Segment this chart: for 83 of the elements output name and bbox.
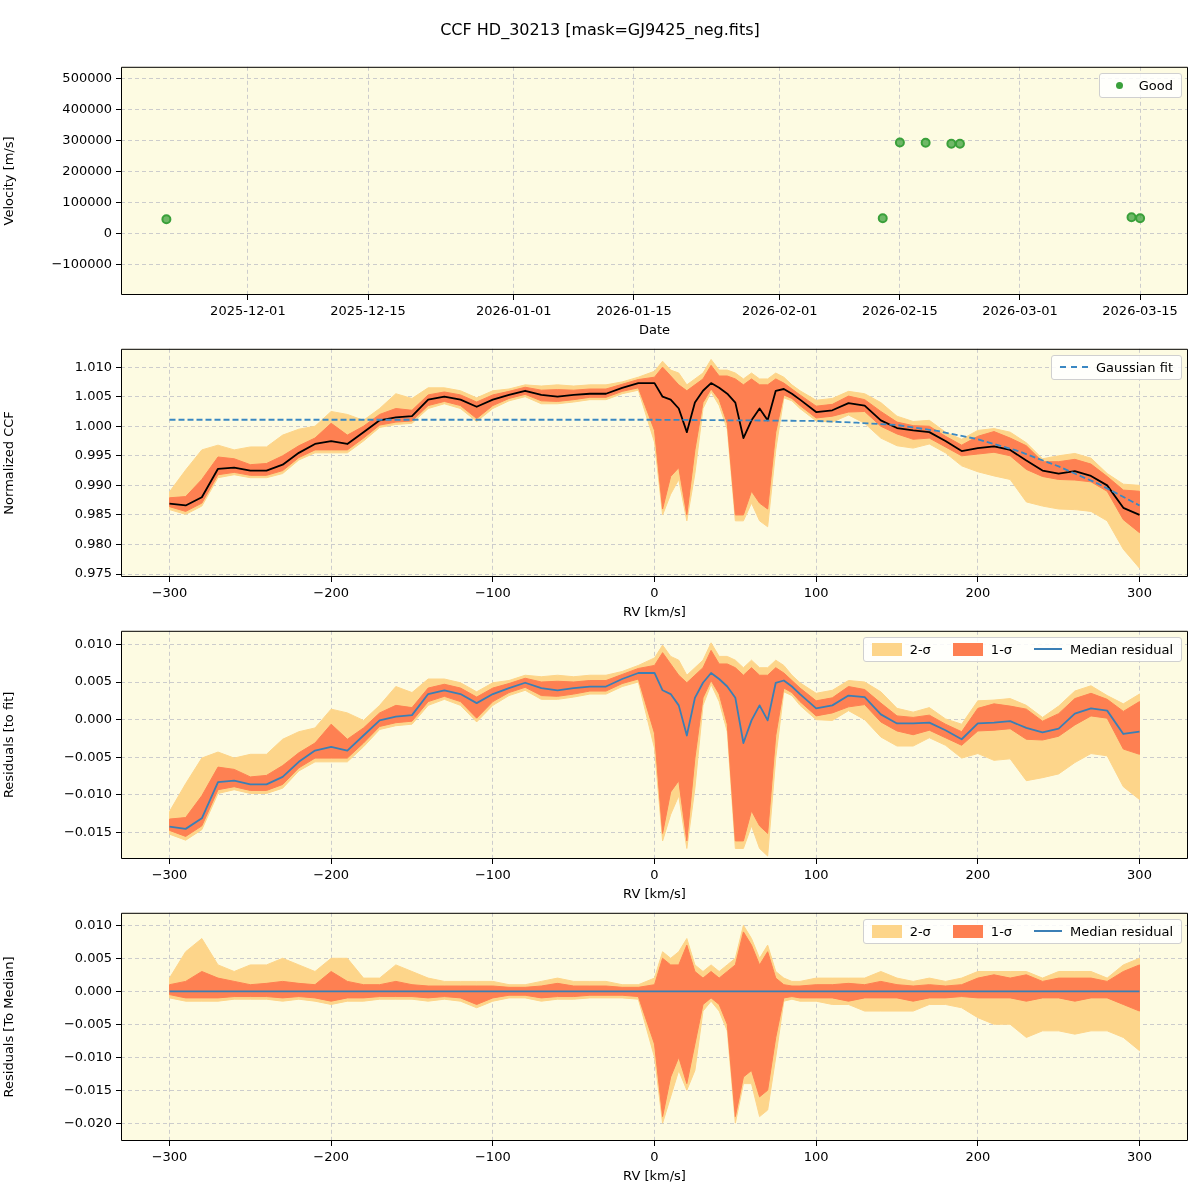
chart-title: CCF HD_30213 [mask=GJ9425_neg.fits] <box>439 20 761 39</box>
y-tick-label: −0.005 <box>63 748 112 764</box>
x-tick-label: 200 <box>965 867 991 883</box>
y-tick-label: 0.000 <box>74 982 112 998</box>
x-axis-title: RV [km/s] <box>623 1167 686 1183</box>
x-tick-label: −300 <box>151 867 188 883</box>
x-tick-label: −200 <box>313 585 350 601</box>
x-tick-label: 2026-01-15 <box>596 303 672 319</box>
y-tick-label: 0.010 <box>74 635 112 651</box>
x-tick-label: −200 <box>313 867 350 883</box>
x-tick-label: 2025-12-01 <box>210 303 286 319</box>
y-tick-label: −0.010 <box>63 1048 112 1064</box>
line-series <box>168 418 1141 507</box>
y-axis-title: Residuals [to fit] <box>1 691 17 799</box>
y-tick-label: 400000 <box>62 100 112 116</box>
y-tick-label: 0.000 <box>74 711 112 727</box>
y-axis-title: Velocity [m/s] <box>1 136 17 226</box>
x-tick-label: 2026-03-01 <box>982 303 1058 319</box>
x-tick-label: −100 <box>474 1149 511 1165</box>
x-tick-label: −100 <box>474 867 511 883</box>
x-tick-label: 2026-02-01 <box>742 303 818 319</box>
y-tick-label: 200000 <box>62 163 112 179</box>
x-tick-label: 2025-12-15 <box>330 303 406 319</box>
x-tick-label: 100 <box>803 585 829 601</box>
x-tick-label: 0 <box>650 585 659 601</box>
y-tick-label: 1.005 <box>74 388 112 404</box>
legend-label: Good <box>1138 77 1173 93</box>
point <box>877 213 888 224</box>
y-tick-label: 0.990 <box>74 476 112 492</box>
y-tick-label: −0.015 <box>63 824 112 840</box>
x-tick-label: 0 <box>650 867 659 883</box>
legend-label: 2-σ <box>909 923 931 939</box>
point <box>946 138 957 149</box>
y-tick-label: −0.020 <box>63 1114 112 1130</box>
x-tick-label: 2026-02-15 <box>862 303 938 319</box>
x-tick-label: 200 <box>965 1149 991 1165</box>
y-axis-title: Normalized CCF <box>1 411 17 515</box>
x-axis-title: RV [km/s] <box>623 603 686 619</box>
legend-label: Median residual <box>1070 923 1173 939</box>
x-axis-title: Date <box>638 321 671 337</box>
y-tick-label: 0.980 <box>74 535 112 551</box>
y-tick-label: 100000 <box>62 194 112 210</box>
x-tick-label: 0 <box>650 1149 659 1165</box>
y-axis-title: Residuals [To Median] <box>1 956 17 1098</box>
x-tick-label: −300 <box>151 585 188 601</box>
legend-label: Gaussian fit <box>1095 359 1173 375</box>
x-tick-label: 300 <box>1127 1149 1152 1165</box>
y-tick-label: −0.005 <box>63 1015 112 1031</box>
point <box>161 214 172 225</box>
x-tick-label: 2026-03-15 <box>1102 303 1178 319</box>
y-tick-label: 0.975 <box>74 565 112 581</box>
y-tick-label: 0.005 <box>74 673 112 689</box>
x-tick-label: −100 <box>474 585 511 601</box>
y-tick-label: 0.995 <box>74 447 112 463</box>
x-axis-title: RV [km/s] <box>623 885 686 901</box>
x-tick-label: 2026-01-01 <box>476 303 552 319</box>
x-tick-label: 300 <box>1127 867 1152 883</box>
legend-label: 1-σ <box>990 641 1013 657</box>
legend-label: 1-σ <box>990 923 1013 939</box>
y-tick-label: 1.010 <box>74 358 112 374</box>
point <box>954 138 965 149</box>
y-tick-label: 0.985 <box>74 506 112 522</box>
y-tick-label: 0.010 <box>74 916 112 932</box>
y-tick-label: −100000 <box>51 256 112 272</box>
x-tick-label: 100 <box>803 1149 829 1165</box>
point <box>1135 213 1146 224</box>
point <box>894 137 905 148</box>
x-tick-label: 200 <box>965 585 991 601</box>
point <box>920 137 931 148</box>
legend-label: 2-σ <box>909 641 931 657</box>
legend-label: Median residual <box>1070 641 1173 657</box>
x-tick-label: −300 <box>151 1149 188 1165</box>
y-tick-label: 0.005 <box>74 949 112 965</box>
y-tick-label: 500000 <box>62 69 112 85</box>
y-tick-label: 1.000 <box>74 417 112 433</box>
x-tick-label: 100 <box>803 867 829 883</box>
y-tick-label: −0.010 <box>63 786 112 802</box>
y-tick-label: 300000 <box>62 131 112 147</box>
x-tick-label: −200 <box>313 1149 350 1165</box>
point <box>1126 212 1137 223</box>
y-tick-label: 0 <box>103 225 112 241</box>
y-tick-label: −0.015 <box>63 1081 112 1097</box>
x-tick-label: 300 <box>1127 585 1152 601</box>
